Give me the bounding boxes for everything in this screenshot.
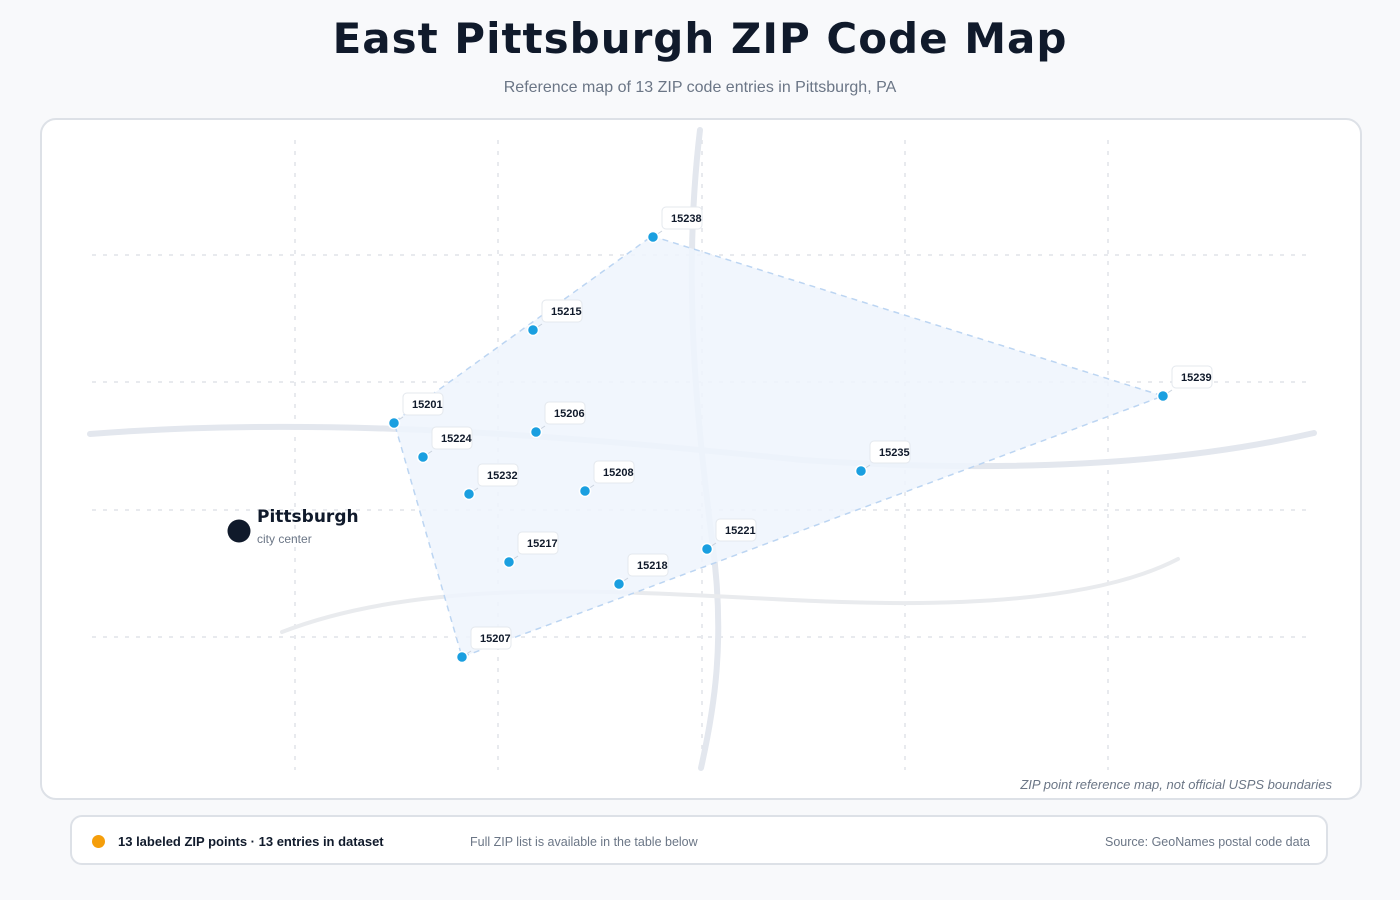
zip-point-15224[interactable] — [416, 450, 430, 464]
zip-marker-15221[interactable]: 15221 — [700, 518, 757, 556]
zip-label-15218: 15218 — [637, 560, 668, 572]
legend-bar: 13 labeled ZIP points · 13 entries in da… — [70, 815, 1328, 865]
data-source: Source: GeoNames postal code data — [1105, 835, 1310, 849]
zip-label-15221: 15221 — [725, 525, 756, 537]
map-canvas[interactable]: 15238 15215 15239 15201 15206 15224 15235 15232… — [42, 120, 1360, 798]
zip-marker-15217[interactable]: 15217 — [502, 531, 559, 569]
table-note: Full ZIP list is available in the table … — [470, 835, 698, 849]
zip-label-box-15206 — [544, 401, 586, 425]
zip-point-15208[interactable] — [578, 484, 592, 498]
zip-label-box-15201 — [402, 392, 444, 416]
zip-label-15207: 15207 — [480, 633, 511, 645]
legend-dot-icon — [92, 835, 105, 848]
zip-label-box-15235 — [869, 440, 911, 464]
zip-label-15206: 15206 — [554, 408, 585, 420]
zip-label-15235: 15235 — [879, 447, 910, 459]
zip-label-15208: 15208 — [603, 467, 634, 479]
zip-label-15224: 15224 — [441, 433, 472, 445]
zip-point-15201[interactable] — [387, 416, 401, 430]
zip-point-15232[interactable] — [462, 487, 476, 501]
zip-point-15217[interactable] — [502, 555, 516, 569]
zip-point-15207[interactable] — [455, 650, 469, 664]
zip-coverage-area — [393, 235, 1166, 658]
zip-point-15238[interactable] — [646, 230, 660, 244]
map-panel[interactable]: 15238 15215 15239 15201 15206 15224 15235 15232… — [40, 118, 1362, 800]
zip-marker-15232[interactable]: 15232 — [462, 463, 519, 501]
zip-label-15217: 15217 — [527, 538, 558, 550]
legend-count-text: 13 labeled ZIP points · 13 entries in da… — [118, 834, 384, 849]
zip-point-15221[interactable] — [700, 542, 714, 556]
zip-marker-15208[interactable]: 15208 — [578, 460, 635, 498]
zip-label-box-15224 — [431, 426, 473, 450]
page-title: East Pittsburgh ZIP Code Map — [332, 14, 1068, 63]
zip-marker-15215[interactable]: 15215 — [526, 299, 583, 337]
zip-label-15239: 15239 — [1181, 372, 1212, 384]
map-disclaimer: ZIP point reference map, not official US… — [1020, 777, 1332, 792]
zip-point-15206[interactable] — [529, 425, 543, 439]
city-center-marker[interactable] — [227, 519, 251, 543]
zip-point-15235[interactable] — [854, 464, 868, 478]
zip-point-layer: 15238 15215 15239 15201 15206 15224 15235 15232… — [387, 206, 1213, 664]
zip-label-15201: 15201 — [412, 399, 443, 411]
zip-label-15238: 15238 — [671, 213, 702, 225]
zip-point-15239[interactable] — [1156, 389, 1170, 403]
zip-marker-15238[interactable]: 15238 — [646, 206, 703, 244]
zip-label-15232: 15232 — [487, 470, 518, 482]
city-caption: city center — [257, 532, 312, 546]
zip-marker-15201[interactable]: 15201 — [387, 392, 444, 430]
zip-label-15215: 15215 — [551, 306, 582, 318]
road-south — [280, 557, 1180, 634]
zip-label-box-15218 — [627, 553, 669, 577]
zip-label-box-15239 — [1171, 365, 1213, 389]
zip-label-box-15208 — [593, 460, 635, 484]
zip-label-box-15217 — [517, 531, 559, 555]
zip-label-box-15207 — [470, 626, 512, 650]
zip-label-box-15221 — [715, 518, 757, 542]
zip-label-box-15215 — [541, 299, 583, 323]
zip-marker-15218[interactable]: 15218 — [612, 553, 669, 591]
zip-marker-15206[interactable]: 15206 — [529, 401, 586, 439]
zip-marker-15207[interactable]: 15207 — [455, 626, 512, 664]
zip-label-box-15238 — [661, 206, 703, 230]
zip-marker-15224[interactable]: 15224 — [416, 426, 473, 464]
city-label: Pittsburgh — [257, 507, 359, 527]
page-subtitle: Reference map of 13 ZIP code entries in … — [503, 79, 897, 96]
zip-marker-15235[interactable]: 15235 — [854, 440, 911, 478]
zip-marker-15239[interactable]: 15239 — [1156, 365, 1213, 403]
zip-label-box-15232 — [477, 463, 519, 487]
zip-point-15218[interactable] — [612, 577, 626, 591]
zip-point-15215[interactable] — [526, 323, 540, 337]
